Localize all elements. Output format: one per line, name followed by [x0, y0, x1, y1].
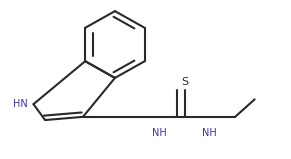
Text: NH: NH: [152, 128, 167, 138]
Text: NH: NH: [202, 128, 217, 138]
Text: HN: HN: [13, 99, 28, 109]
Text: S: S: [181, 77, 188, 87]
